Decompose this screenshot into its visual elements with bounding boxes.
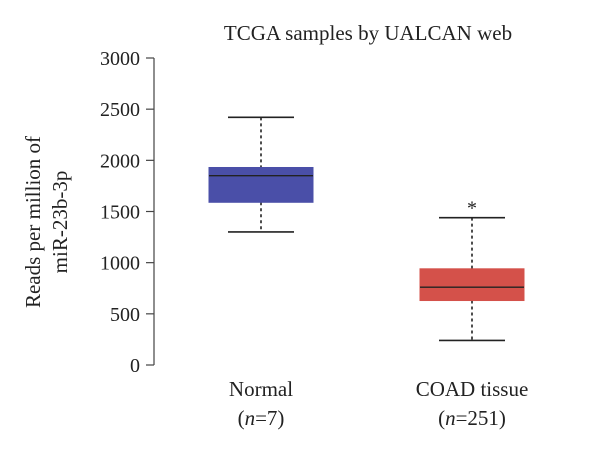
y-axis-title: Reads per million of miR-23b-3p xyxy=(21,136,72,308)
y-tick-label-1: 500 xyxy=(110,304,140,326)
category-label-0: Normal xyxy=(229,377,293,401)
chart-title: TCGA samples by UALCAN web xyxy=(224,21,512,45)
y-tick-label-3: 1500 xyxy=(100,202,140,224)
y-tick-label-6: 3000 xyxy=(100,48,140,70)
y-axis-title-line-2: miR-23b-3p xyxy=(48,171,72,274)
y-tick-label-2: 1000 xyxy=(100,253,140,275)
y-axis-ticks: 0 500 1000 1500 2000 2500 3000 xyxy=(100,48,154,377)
sample-size-label-0: (n=7) xyxy=(238,406,285,430)
sample-size-label-1: (n=251) xyxy=(438,406,506,430)
iqr-box xyxy=(419,268,525,302)
box-group-0: Normal (n=7) xyxy=(208,116,314,430)
y-tick-label-0: 0 xyxy=(130,355,140,377)
category-label-1: COAD tissue xyxy=(416,377,529,401)
y-axis-title-line-1: Reads per million of xyxy=(21,136,45,308)
box-group-1: * COAD tissue (n=251) xyxy=(416,197,529,430)
iqr-box xyxy=(208,166,314,203)
y-tick-label-4: 2000 xyxy=(100,150,140,172)
y-tick-label-5: 2500 xyxy=(100,99,140,121)
box-groups: Normal (n=7) * COAD tissue (n=251) xyxy=(208,116,529,430)
outlier-marker-0: * xyxy=(467,197,477,219)
